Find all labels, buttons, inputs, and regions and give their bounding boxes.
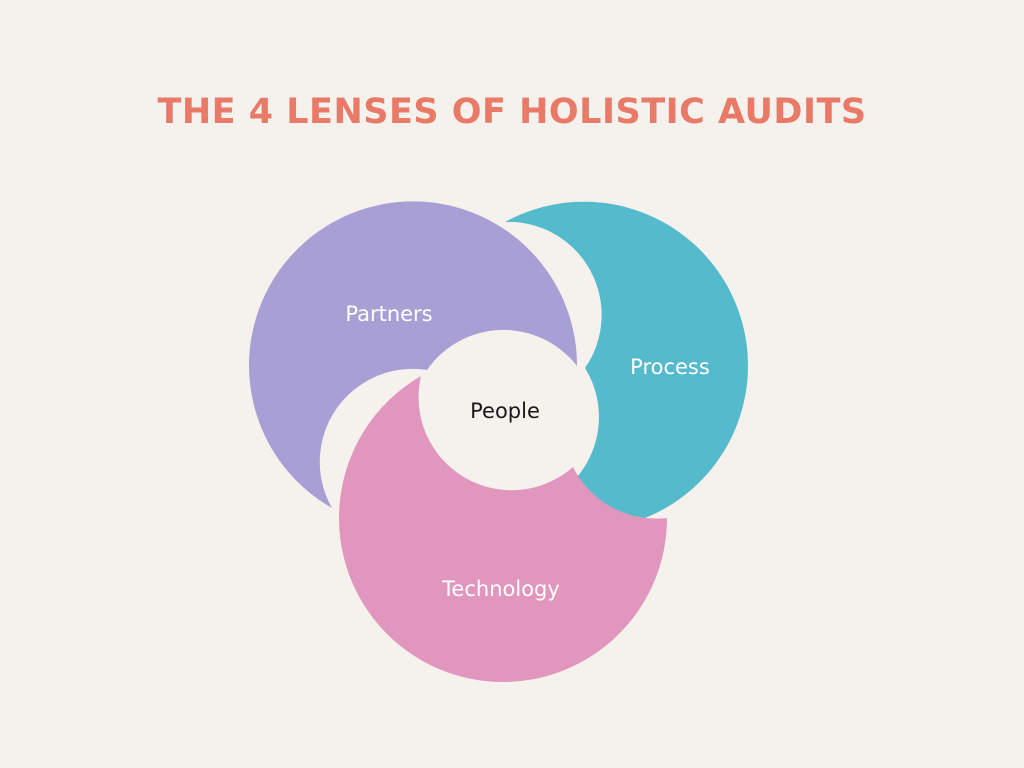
technology-shape — [338, 376, 667, 683]
process-shape — [505, 201, 748, 530]
page-title: THE 4 LENSES OF HOLISTIC AUDITS — [157, 92, 867, 132]
technology-label: Technology — [441, 577, 560, 601]
process-label: Process — [630, 355, 710, 379]
partners-label: Partners — [345, 302, 432, 326]
partners-shape — [249, 201, 578, 508]
people-label: People — [470, 399, 540, 423]
